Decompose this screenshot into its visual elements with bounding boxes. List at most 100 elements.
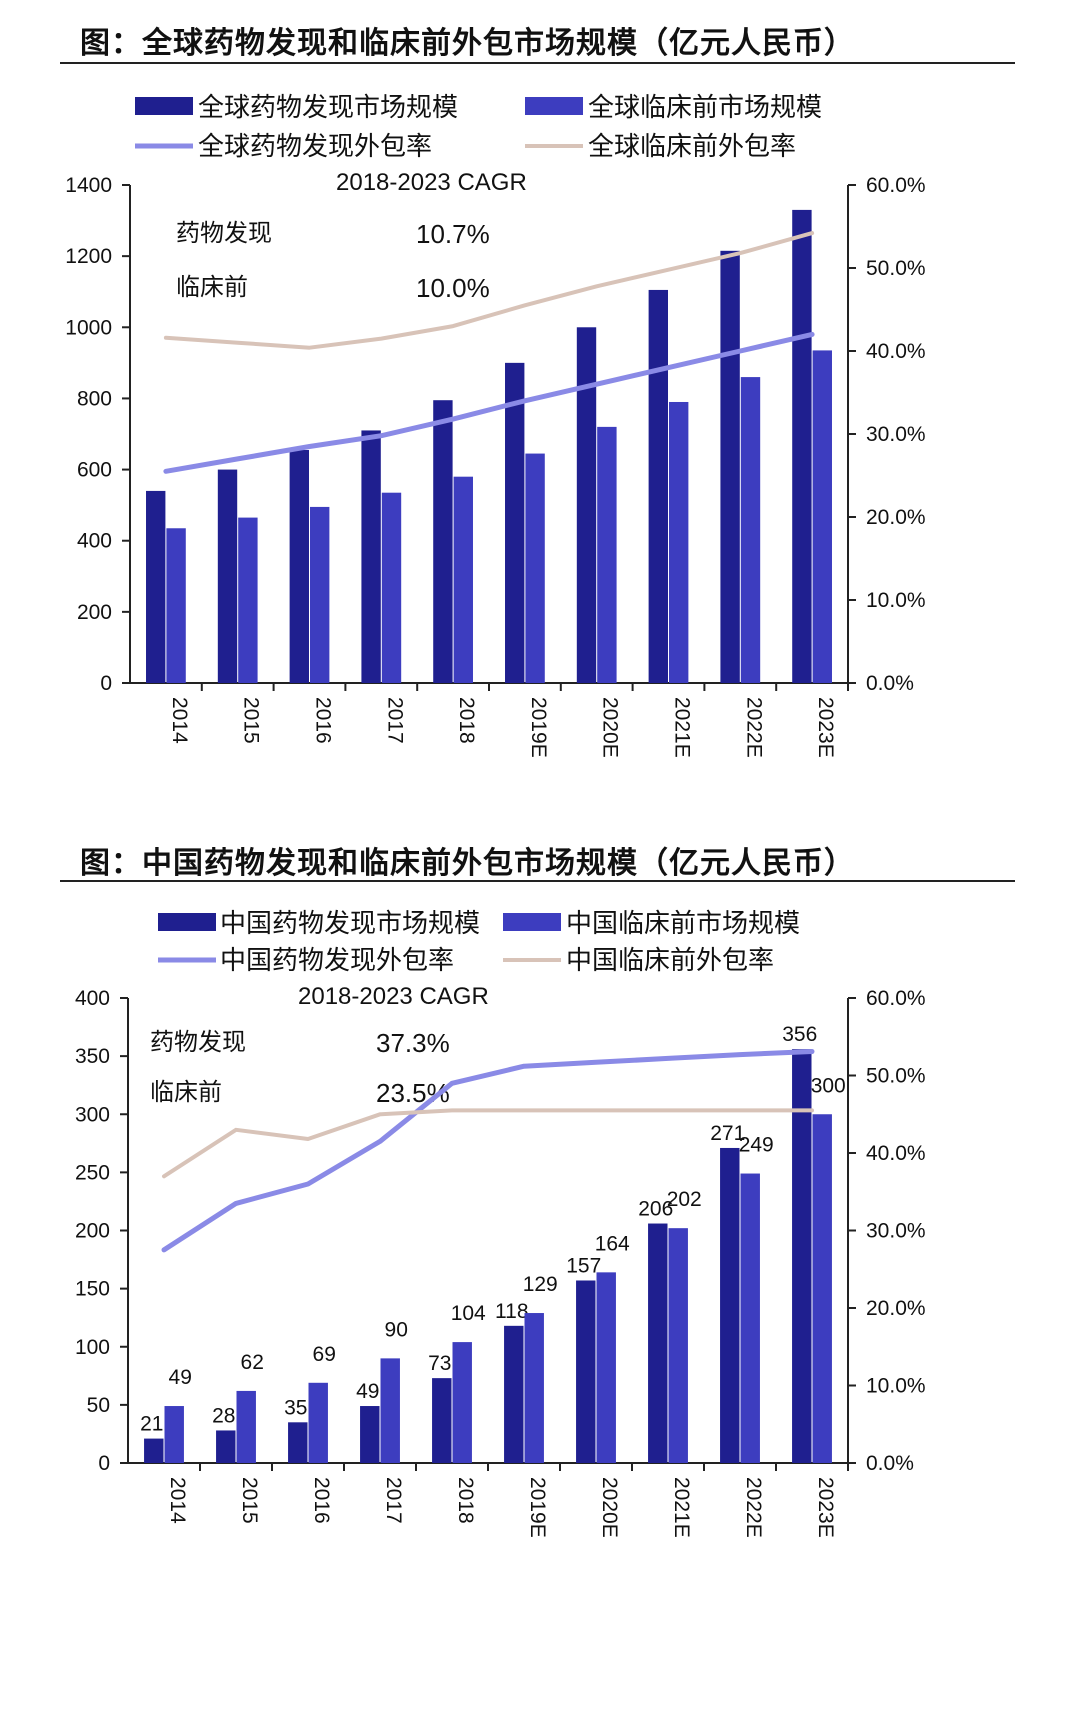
y2-tick-label: 50.0% (866, 1065, 926, 1088)
bar-preclinical (380, 1358, 400, 1463)
x-tick-label: 2020E (599, 697, 622, 758)
x-tick-label: 2022E (742, 1477, 765, 1538)
bar-discovery (144, 1438, 164, 1463)
bar-preclinical (812, 350, 832, 683)
y2-tick-label: 20.0% (866, 506, 926, 529)
x-tick-label: 2019E (526, 1477, 549, 1538)
y-tick-label: 50 (87, 1394, 110, 1417)
data-label-preclinical: 300 (811, 1074, 846, 1097)
bar-preclinical (453, 476, 473, 683)
data-label-preclinical: 249 (739, 1134, 774, 1157)
y-tick-label: 1000 (65, 316, 112, 339)
bar-discovery (576, 327, 597, 683)
bar-discovery (720, 250, 740, 684)
x-tick-label: 2014 (166, 1477, 189, 1524)
data-label-preclinical: 202 (667, 1188, 702, 1211)
y-tick-label: 800 (77, 387, 112, 410)
x-tick-label: 2023E (814, 697, 837, 758)
x-tick-label: 2020E (598, 1477, 621, 1538)
y2-tick-label: 0.0% (866, 672, 914, 695)
data-label-preclinical: 164 (595, 1232, 630, 1255)
bar-preclinical (812, 1114, 832, 1463)
x-tick-label: 2022E (742, 697, 765, 758)
bar-preclinical (166, 528, 186, 683)
bar-preclinical (310, 506, 330, 683)
bar-preclinical (596, 1272, 616, 1463)
data-label-preclinical: 49 (169, 1366, 192, 1389)
bar-preclinical (164, 1406, 184, 1463)
y-tick-label: 400 (75, 987, 110, 1010)
bar-preclinical (740, 1173, 760, 1463)
bar-discovery (504, 1325, 524, 1463)
x-tick-label: 2015 (240, 697, 263, 744)
legend-label-bar1: 中国药物发现市场规模 (220, 909, 480, 939)
y2-tick-label: 40.0% (866, 1142, 926, 1165)
x-tick-label: 2014 (168, 697, 191, 744)
bar-discovery (289, 450, 309, 683)
cagr-title: 2018-2023 CAGR (298, 983, 489, 1010)
x-tick-label: 2015 (238, 1477, 261, 1524)
legend-swatch-bar2 (503, 913, 561, 931)
x-tick-label: 2019E (527, 697, 550, 758)
y-tick-label: 100 (75, 1336, 110, 1359)
y2-tick-label: 60.0% (866, 987, 926, 1010)
legend-label-bar2: 全球临床前市场规模 (588, 93, 822, 123)
legend-label-bar2: 中国临床前市场规模 (566, 909, 800, 939)
x-tick-label: 2023E (814, 1477, 837, 1538)
data-label-discovery: 271 (710, 1122, 745, 1145)
data-label-discovery: 118 (495, 1300, 528, 1323)
data-label-discovery: 28 (212, 1404, 235, 1427)
data-label-discovery: 35 (284, 1396, 307, 1419)
y2-tick-label: 60.0% (866, 174, 926, 197)
bar-preclinical (525, 453, 545, 683)
bar-discovery (360, 1406, 380, 1463)
x-tick-label: 2017 (382, 1477, 405, 1524)
line-preclinical-rate (162, 1108, 814, 1179)
data-label-preclinical: 129 (523, 1273, 558, 1296)
title-divider (60, 880, 1015, 882)
bar-preclinical (524, 1313, 544, 1463)
bar-discovery (361, 430, 381, 683)
x-tick-label: 2017 (383, 697, 406, 744)
bar-discovery (648, 1223, 668, 1463)
y2-tick-label: 10.0% (866, 589, 926, 612)
y2-tick-label: 30.0% (866, 1220, 926, 1243)
data-label-preclinical: 104 (451, 1302, 486, 1325)
data-label-preclinical: 62 (241, 1351, 264, 1374)
y-tick-label: 0 (100, 672, 112, 695)
x-tick-label: 2016 (312, 697, 335, 744)
legend-label-line1: 中国药物发现外包率 (220, 946, 454, 976)
bar-discovery (217, 469, 238, 683)
figure-title: 图：中国药物发现和临床前外包市场规模（亿元人民币） (80, 846, 855, 881)
bar-discovery (720, 1147, 740, 1463)
bar-preclinical (740, 377, 761, 683)
line-preclinical-rate (163, 231, 815, 350)
y2-tick-label: 0.0% (866, 1452, 914, 1475)
x-tick-label: 2018 (455, 697, 478, 744)
bar-discovery (216, 1430, 236, 1463)
y-tick-label: 350 (75, 1045, 110, 1068)
legend-label-bar1: 全球药物发现市场规模 (198, 93, 458, 123)
bar-discovery (792, 1049, 812, 1463)
line-discovery-rate (161, 1049, 815, 1253)
title-divider (60, 62, 1015, 64)
y2-tick-label: 40.0% (866, 340, 926, 363)
bar-preclinical (236, 1390, 256, 1463)
y-tick-label: 200 (77, 601, 112, 624)
legend-swatch-bar1 (135, 97, 193, 115)
bar-preclinical (668, 1228, 688, 1463)
bar-discovery (146, 490, 166, 683)
bar-preclinical (669, 401, 689, 683)
cagr-value-preclinical: 10.0% (416, 273, 490, 303)
y-tick-label: 400 (77, 530, 112, 553)
bar-preclinical (452, 1342, 472, 1463)
y2-tick-label: 10.0% (866, 1375, 926, 1398)
data-label-discovery: 157 (566, 1254, 601, 1277)
data-label-discovery: 73 (428, 1352, 451, 1375)
bar-preclinical (238, 517, 258, 683)
bar-discovery (792, 209, 812, 683)
bar-discovery (288, 1422, 308, 1463)
data-label-discovery: 206 (638, 1198, 673, 1221)
cagr-value-discovery: 37.3% (376, 1028, 450, 1058)
